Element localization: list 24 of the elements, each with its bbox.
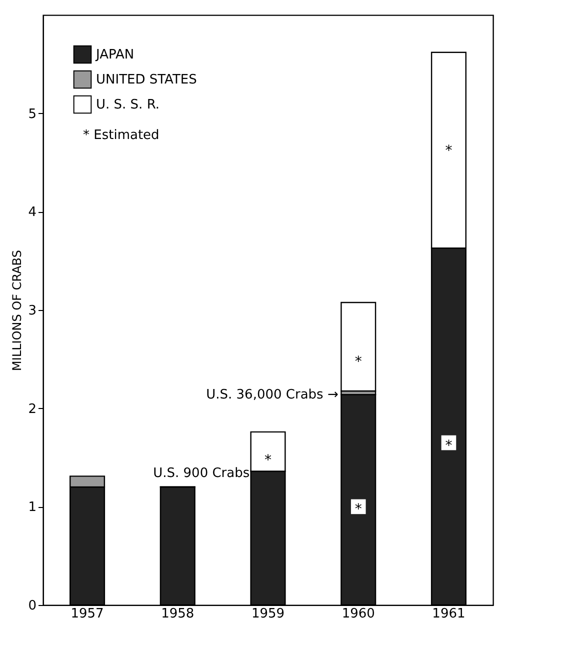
x-tick-label: 1957 — [70, 606, 104, 622]
legend-label: UNITED STATES — [96, 72, 197, 88]
annotation: U.S. 900 Crabs — [153, 466, 250, 481]
annotation: U.S. 36,000 Crabs → — [206, 388, 338, 403]
x-tick-label: 1960 — [342, 606, 375, 622]
y-tick-label: 2 — [28, 402, 36, 417]
x-tick-label: 1961 — [432, 606, 466, 622]
x-tick-label: 1959 — [251, 606, 285, 622]
y-tick-label: 1 — [28, 500, 36, 516]
annotation: * — [354, 502, 362, 518]
y-tick-label: 3 — [28, 304, 36, 318]
annotation: * — [264, 452, 272, 468]
x-tick-label: 1958 — [161, 606, 194, 622]
annotation: * — [445, 142, 452, 159]
y-axis-title: MILLIONS OF CRABS — [10, 250, 24, 371]
annotation: * — [445, 438, 452, 454]
y-tick-label: 4 — [28, 205, 36, 220]
bar — [340, 302, 376, 392]
annotation: * — [354, 354, 362, 370]
legend-label: JAPAN — [95, 48, 134, 62]
annotation: * Estimated — [83, 128, 160, 143]
y-tick-label: 5 — [28, 106, 36, 122]
y-tick-label: 0 — [28, 598, 36, 614]
legend-label: U. S. S. R. — [96, 98, 160, 112]
